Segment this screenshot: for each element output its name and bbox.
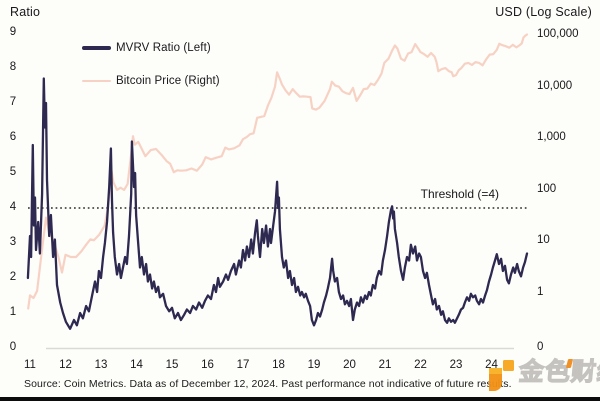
- jinse-finance-watermark: 金色财经: [486, 356, 600, 394]
- left-axis-title: Ratio: [10, 5, 41, 19]
- axis-tick: 8: [9, 61, 17, 73]
- axis-tick: 13: [94, 359, 108, 371]
- axis-tick: 23: [449, 359, 463, 371]
- watermark-text: 金色财经: [517, 357, 600, 386]
- axis-tick: 1: [537, 286, 544, 298]
- axis-tick: 9: [9, 26, 17, 38]
- axis-tick: 18: [272, 359, 285, 371]
- mvrv-ratio-line: [26, 77, 529, 330]
- axis-tick: 1: [9, 306, 17, 318]
- axis-tick: 16: [201, 359, 214, 371]
- axis-tick: 2: [9, 271, 17, 283]
- legend-label: Bitcoin Price (Right): [116, 75, 220, 87]
- axis-tick: 17: [236, 359, 250, 371]
- axis-tick: 10,000: [537, 79, 573, 92]
- jinse-logo-icon: [489, 360, 514, 391]
- axis-tick: 12: [59, 359, 72, 371]
- axis-tick: 7: [9, 96, 17, 108]
- axis-tick: 100: [537, 182, 557, 195]
- threshold-label: Threshold (=4): [420, 187, 499, 201]
- axis-tick: 22: [414, 359, 427, 371]
- bottom-border: [0, 397, 600, 401]
- axis-tick: 14: [130, 359, 143, 371]
- axis-tick: 10: [537, 234, 550, 247]
- legend-item-mvrv: MVRV Ratio (Left): [82, 42, 220, 54]
- legend: MVRV Ratio (Left) Bitcoin Price (Right): [82, 42, 220, 108]
- mvrv-line-swatch: [82, 46, 111, 50]
- axis-tick: 20: [343, 359, 356, 371]
- axis-tick: 5: [9, 166, 17, 178]
- btc-price-line: [27, 33, 529, 310]
- axis-tick: 0: [537, 341, 544, 353]
- axis-tick: 0: [9, 341, 17, 353]
- axis-tick: 19: [307, 359, 321, 371]
- axis-tick: 3: [9, 236, 17, 248]
- axis-tick: 21: [378, 359, 392, 371]
- axis-tick: 15: [165, 359, 179, 371]
- legend-item-btc: Bitcoin Price (Right): [82, 75, 220, 87]
- legend-label: MVRV Ratio (Left): [116, 42, 211, 54]
- right-axis-title: USD (Log Scale): [495, 5, 592, 19]
- source-note: Source: Coin Metrics. Data as of Decembe…: [24, 378, 512, 390]
- axis-tick: 1,000: [537, 131, 566, 144]
- axis-tick: 11: [24, 359, 36, 371]
- axis-tick: 100,000: [537, 28, 579, 41]
- axis-tick: 4: [9, 201, 17, 213]
- axis-tick: 6: [9, 131, 17, 143]
- btc-line-swatch: [82, 79, 111, 83]
